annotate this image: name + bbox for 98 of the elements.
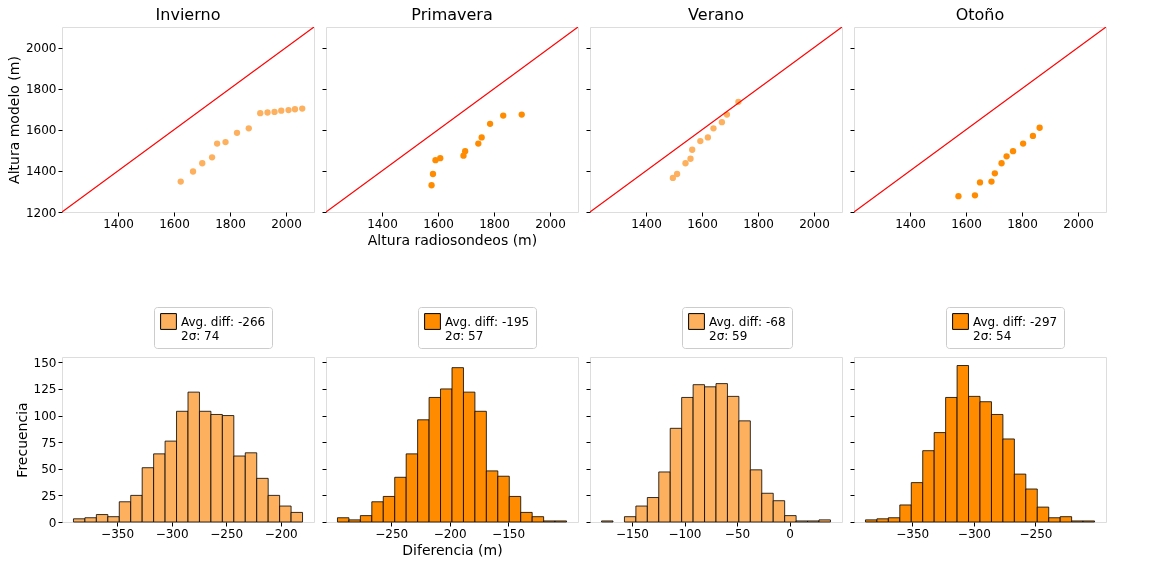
- y-tick-label: 1800: [25, 82, 57, 97]
- point: [669, 174, 677, 182]
- y-tick-label: 0: [48, 515, 57, 530]
- point: [1019, 140, 1027, 147]
- x-tick-label: 1600: [423, 216, 454, 231]
- point: [500, 112, 507, 119]
- point: [1003, 153, 1010, 160]
- point: [478, 134, 485, 141]
- point: [299, 105, 306, 112]
- point: [475, 140, 482, 147]
- chart-title: Otoño: [955, 5, 1005, 24]
- x-tick-label: 2000: [1063, 216, 1094, 231]
- x-tick-label: −200: [433, 526, 467, 541]
- point: [199, 160, 206, 167]
- chart-title: Verano: [688, 5, 744, 24]
- chart-title: Primavera: [411, 5, 493, 24]
- y-tick-label: 2000: [25, 41, 57, 56]
- point: [689, 146, 696, 153]
- point: [1009, 148, 1017, 155]
- point: [687, 155, 694, 162]
- point: [518, 111, 525, 118]
- y-tick-label: 150: [33, 355, 57, 370]
- point: [285, 106, 292, 114]
- point: [264, 109, 271, 116]
- x-tick-label: 1600: [159, 216, 190, 231]
- point: [697, 137, 704, 145]
- x-tick-label: −250: [375, 526, 409, 541]
- point: [222, 138, 229, 146]
- point: [486, 120, 494, 127]
- x-tick-label: 1800: [1007, 216, 1038, 231]
- x-tick-label: 1800: [743, 216, 774, 231]
- point: [233, 129, 241, 137]
- y-tick-label: 1400: [25, 164, 57, 179]
- point: [988, 178, 995, 185]
- x-tick-label: −350: [896, 526, 930, 541]
- point: [428, 182, 435, 189]
- x-tick-label: −350: [101, 526, 135, 541]
- point: [710, 125, 717, 132]
- point: [189, 168, 197, 175]
- x-tick-label: −250: [1019, 526, 1053, 541]
- x-tick-label: 2000: [271, 216, 302, 231]
- x-tick-label: 1600: [951, 216, 982, 231]
- point: [271, 108, 278, 116]
- point: [976, 179, 984, 186]
- point: [177, 178, 184, 185]
- y-tick-label: 50: [41, 462, 57, 477]
- point: [955, 193, 962, 200]
- y-tick-label: 125: [33, 382, 57, 397]
- point: [682, 160, 689, 167]
- point: [245, 125, 252, 132]
- point: [991, 170, 998, 177]
- point: [437, 154, 444, 162]
- point: [429, 170, 437, 178]
- x-tick-label: −300: [957, 526, 991, 541]
- x-tick-label: 1400: [631, 216, 662, 231]
- legend-label: Avg. diff: -195 2σ: 57: [445, 314, 530, 343]
- x-tick-label: −200: [264, 526, 298, 541]
- point: [718, 119, 726, 126]
- x-tick-label: 0: [786, 526, 794, 541]
- x-tick-label: 1800: [215, 216, 246, 231]
- point: [673, 170, 681, 178]
- legend-label: Avg. diff: -68 2σ: 59: [709, 314, 786, 343]
- x-tick-label: 1800: [479, 216, 510, 231]
- x-tick-label: 1400: [895, 216, 926, 231]
- chart-title: Invierno: [155, 5, 221, 24]
- x-tick-label: −300: [155, 526, 189, 541]
- point: [1029, 132, 1037, 140]
- legend-label: Avg. diff: -266 2σ: 74: [181, 314, 266, 343]
- point: [213, 140, 221, 147]
- point: [462, 148, 469, 155]
- x-tick-label: 2000: [799, 216, 830, 231]
- x-tick-label: −100: [668, 526, 702, 541]
- point: [971, 192, 979, 199]
- y-tick-label: 25: [41, 488, 57, 503]
- x-tick-label: 1400: [367, 216, 398, 231]
- point: [704, 134, 712, 141]
- x-tick-label: −150: [492, 526, 526, 541]
- point: [208, 154, 216, 161]
- x-tick-label: −150: [616, 526, 649, 541]
- x-tick-label: 1400: [103, 216, 134, 231]
- y-tick-label: 75: [41, 435, 57, 450]
- x-axis-title: Altura radiosondeos (m): [367, 231, 538, 248]
- x-tick-label: −250: [210, 526, 244, 541]
- y-tick-label: 1200: [25, 205, 57, 220]
- point: [257, 109, 264, 117]
- point: [278, 107, 285, 114]
- x-tick-label: 2000: [535, 216, 566, 231]
- y-axis-title: Altura modelo (m): [5, 56, 22, 184]
- x-tick-label: 1600: [687, 216, 718, 231]
- point: [998, 160, 1005, 167]
- point: [1036, 124, 1043, 131]
- x-tick-label: −50: [724, 526, 751, 541]
- y-tick-label: 100: [33, 409, 57, 424]
- y-tick-label: 1600: [25, 123, 57, 138]
- y-axis-title: Frecuencia: [13, 402, 30, 478]
- x-axis-title: Diferencia (m): [402, 541, 503, 558]
- legend-label: Avg. diff: -297 2σ: 54: [973, 314, 1058, 343]
- point: [291, 106, 299, 113]
